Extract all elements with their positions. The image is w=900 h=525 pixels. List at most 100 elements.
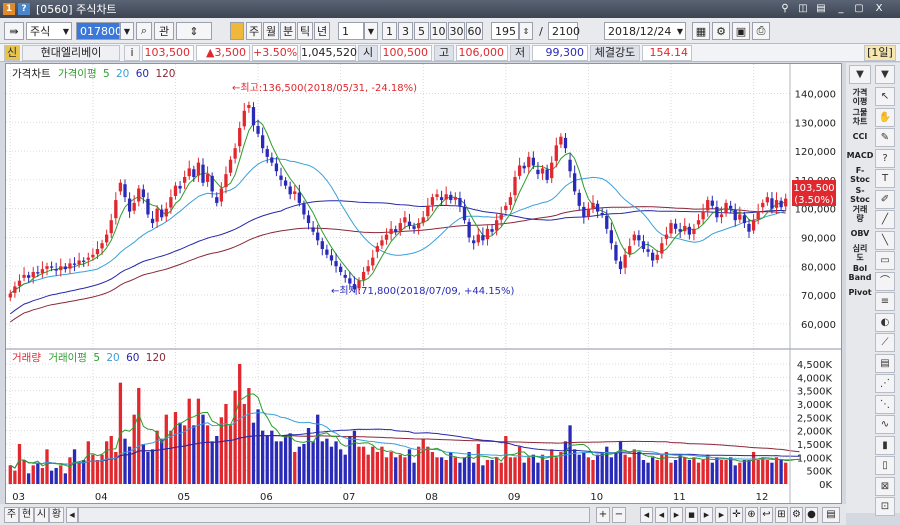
indicator-btn-3[interactable]: MACD — [846, 151, 874, 160]
market-select[interactable]: 주식 ▼ — [26, 22, 72, 40]
indicator-btn-0[interactable]: 가격이평 — [852, 88, 868, 106]
nav-next-icon[interactable]: ▶ — [670, 507, 683, 523]
help-icon[interactable]: ? — [18, 3, 30, 15]
pin-icon[interactable]: ⚲ — [781, 3, 789, 14]
tf-minute[interactable]: 분 — [280, 22, 296, 40]
drawing-tool-icon-12[interactable]: ⟋ — [875, 333, 895, 352]
volume-bar — [692, 457, 696, 484]
tf-week[interactable]: 주 — [246, 22, 262, 40]
drawing-tool-icon-11[interactable]: ◐ — [875, 312, 895, 332]
drawing-tool-icon-4[interactable]: T — [875, 169, 895, 188]
period-label[interactable]: [1일] — [864, 45, 896, 61]
tab-si[interactable]: 시 — [34, 507, 49, 523]
save-icon[interactable]: ▣ — [732, 22, 750, 40]
drawing-tool-icon-0[interactable]: ↖ — [875, 87, 895, 106]
layout-icon[interactable]: ◫ — [798, 3, 808, 14]
tab-hyun[interactable]: 현 — [19, 507, 34, 523]
scroll-up-icon-2[interactable]: ▼ — [875, 65, 895, 84]
tick-count-dropdown-icon[interactable]: ▼ — [364, 22, 378, 40]
stock-chart[interactable]: 140,000130,000120,000110,000100,00090,00… — [6, 64, 841, 503]
tab-ju[interactable]: 주 — [4, 507, 19, 523]
period-30[interactable]: 30 — [448, 22, 465, 40]
table-icon[interactable]: ▤ — [822, 507, 840, 523]
drawing-tool-icon-10[interactable]: ≡ — [875, 292, 895, 311]
link-arrow-icon[interactable]: ⇛ — [4, 22, 24, 40]
drawing-tool-icon-19[interactable]: ⊠ — [875, 476, 895, 496]
day-button-icon[interactable] — [230, 22, 244, 40]
settings-icon[interactable]: ⚙ — [712, 22, 730, 40]
drawing-tool-icon-7[interactable]: ╲ — [875, 230, 895, 250]
volume-bar — [774, 457, 779, 484]
volume-bar — [513, 457, 517, 484]
minimize-button[interactable]: _ — [838, 3, 844, 14]
indicator-btn-9[interactable]: Bol Band — [848, 263, 872, 282]
drawing-tool-icon-16[interactable]: ∿ — [875, 415, 895, 434]
nav-prev-icon[interactable]: ◀ — [655, 507, 668, 523]
nav-stop-icon[interactable]: ■ — [685, 507, 698, 523]
record-icon[interactable]: ● — [805, 507, 818, 523]
indicator-btn-2[interactable]: CCI — [852, 131, 868, 141]
drawing-tool-icon-17[interactable]: ▮ — [875, 435, 895, 455]
indicator-btn-6[interactable]: 거래량 — [852, 205, 868, 223]
drawing-tool-icon-14[interactable]: ⋰ — [875, 374, 895, 393]
drawing-tool-icon-2[interactable]: ✎ — [875, 128, 895, 147]
count-stepper[interactable]: ⇕ — [519, 22, 533, 40]
tick-count-input[interactable]: 1 — [338, 22, 364, 40]
nav-first-icon[interactable]: ◀ — [640, 507, 653, 523]
indicator-btn-1[interactable]: 그물차트 — [852, 107, 868, 126]
display-count-input[interactable]: 195 — [491, 22, 519, 40]
tab-hwang[interactable]: 황 — [49, 507, 64, 523]
print-icon[interactable]: ⎙ — [752, 22, 770, 40]
period-60[interactable]: 60 — [466, 22, 483, 40]
tf-year[interactable]: 년 — [314, 22, 330, 40]
indicator-btn-4[interactable]: F-Stoc — [850, 166, 870, 184]
scroll-left-icon[interactable]: ◀ — [66, 507, 78, 523]
drawing-tool-icon-5[interactable]: ✐ — [875, 189, 895, 209]
period-1[interactable]: 1 — [382, 22, 397, 40]
restore-view-icon[interactable]: ↩ — [760, 507, 773, 523]
drawing-tool-icon-15[interactable]: ⋱ — [875, 394, 895, 414]
gwan-button[interactable]: 관 — [154, 22, 174, 40]
updown-stepper[interactable]: ⇕ — [176, 22, 212, 40]
fit-icon[interactable]: ⊞ — [775, 507, 788, 523]
horizontal-scrollbar[interactable] — [78, 507, 590, 523]
period-10[interactable]: 10 — [430, 22, 447, 40]
drawing-tool-icon-20[interactable]: ⊡ — [875, 497, 895, 516]
drawing-tool-icon-18[interactable]: ▯ — [875, 456, 895, 475]
stock-code-input[interactable]: 017800 — [76, 22, 122, 40]
tf-tick[interactable]: 틱 — [297, 22, 313, 40]
candle-body — [628, 246, 632, 254]
drawing-tool-icon-6[interactable]: ╱ — [875, 210, 895, 229]
window-icon[interactable]: ▤ — [816, 3, 826, 14]
scroll-up-icon[interactable]: ▼ — [849, 65, 871, 84]
period-3[interactable]: 3 — [398, 22, 413, 40]
grid-icon[interactable]: ▦ — [692, 22, 710, 40]
period-5[interactable]: 5 — [414, 22, 429, 40]
indicator-btn-7[interactable]: OBV — [850, 229, 870, 238]
nav-end-icon[interactable]: ▶ — [715, 507, 728, 523]
cursor-icon[interactable]: ✛ — [730, 507, 743, 523]
date-tick-label: 04 — [95, 492, 108, 503]
drawing-tool-icon-9[interactable]: ⌒ — [875, 271, 895, 291]
info-button[interactable]: i — [124, 45, 140, 61]
indicator-btn-5[interactable]: S-Stoc — [850, 185, 870, 204]
close-button[interactable]: X — [875, 3, 883, 14]
drawing-tool-icon-1[interactable]: ✋ — [875, 107, 895, 127]
date-input[interactable]: 2018/12/24 ▼ — [604, 22, 686, 40]
chart-area[interactable]: 140,000130,000120,000110,000100,00090,00… — [5, 63, 842, 504]
nav-last-icon[interactable]: ▶ — [700, 507, 713, 523]
overlay-icon[interactable]: ⊕ — [745, 507, 758, 523]
drawing-tool-icon-13[interactable]: ▤ — [875, 353, 895, 373]
search-button[interactable]: ⌕ — [136, 22, 152, 40]
indicator-btn-10[interactable]: Pivot — [848, 287, 872, 297]
drawing-tool-icon-8[interactable]: ▭ — [875, 251, 895, 270]
tf-month[interactable]: 월 — [263, 22, 279, 40]
drawing-tool-icon-3[interactable]: ? — [875, 148, 895, 168]
total-count-input[interactable]: 2100 — [548, 22, 580, 40]
restore-button[interactable]: ▢ — [854, 3, 864, 14]
code-dropdown-icon[interactable]: ▼ — [120, 22, 134, 40]
zoom-in-icon[interactable]: + — [596, 507, 610, 523]
settings-small-icon[interactable]: ⚙ — [790, 507, 803, 523]
indicator-btn-8[interactable]: 심리도 — [852, 244, 868, 262]
zoom-out-icon[interactable]: − — [612, 507, 626, 523]
